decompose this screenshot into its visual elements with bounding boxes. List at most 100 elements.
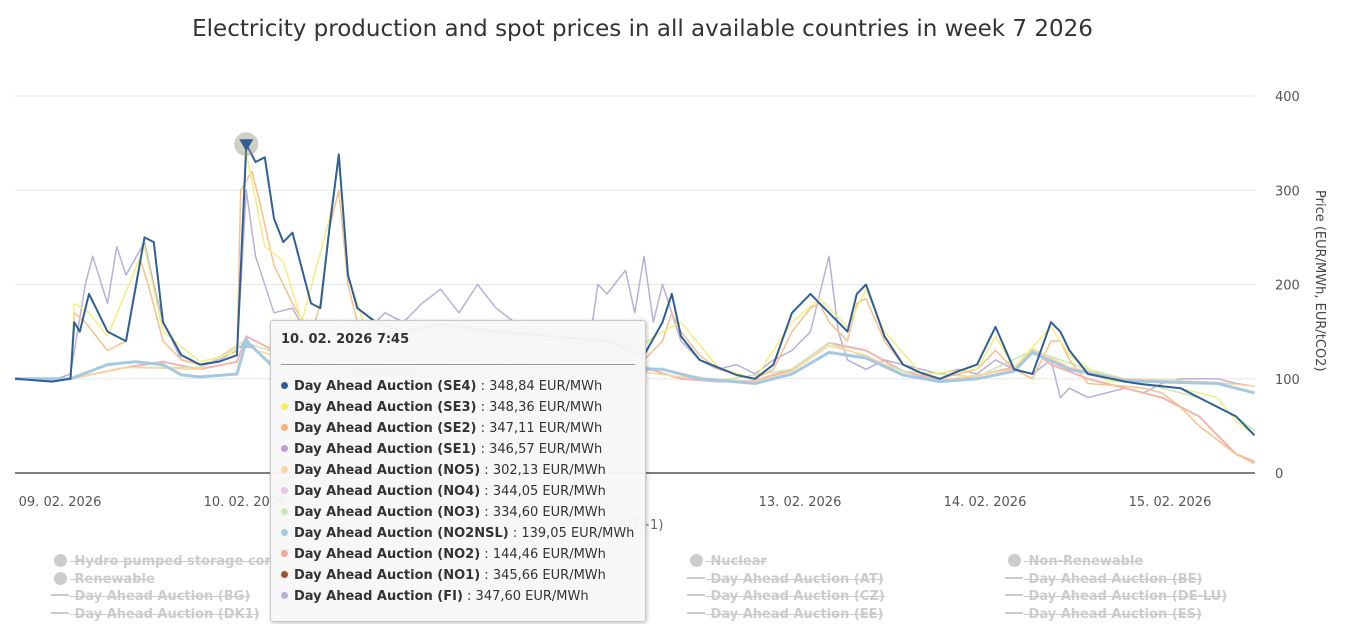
y-tick-label: 200: [1275, 279, 1300, 294]
tooltip-series-value: : 347,60 EUR/MWh: [462, 589, 589, 604]
tooltip-row: Day Ahead Auction (SE2) : 347,11 EUR/MWh: [281, 421, 602, 436]
legend-item[interactable]: Day Ahead Auction (BG): [50, 589, 250, 604]
x-tick-label: 09. 02. 2026: [19, 495, 102, 510]
tooltip-series-value: : 344,05 EUR/MWh: [480, 484, 606, 499]
series-color-dot: [281, 550, 288, 557]
legend-dot-icon: [1004, 554, 1024, 569]
legend-item[interactable]: Day Ahead Auction (AT): [686, 572, 884, 587]
series-line[interactable]: [15, 151, 1255, 436]
y-tick-label: 300: [1275, 184, 1300, 199]
tooltip-row: Day Ahead Auction (NO3) : 334,60 EUR/MWh: [281, 505, 606, 520]
legend-line-icon: [686, 589, 706, 604]
tooltip-row: Day Ahead Auction (SE1) : 346,57 EUR/MWh: [281, 442, 602, 457]
series-color-dot: [281, 508, 288, 515]
legend-item[interactable]: Day Ahead Auction (ES): [1004, 607, 1202, 622]
tooltip-series-name: Day Ahead Auction (NO5): [294, 463, 481, 478]
tooltip-series-name: Day Ahead Auction (NO4): [294, 484, 481, 499]
legend-item[interactable]: Day Ahead Auction (EE): [686, 607, 883, 622]
series-color-dot: [281, 592, 288, 599]
legend-label: Hydro pumped storage cons: [70, 554, 282, 569]
series-color-dot: [281, 571, 288, 578]
y-axis-ticks: 0 100 200 300 400: [1275, 90, 1300, 482]
tooltip-series-value: : 334,60 EUR/MWh: [480, 505, 606, 520]
legend-item[interactable]: Non-Renewable: [1004, 554, 1143, 569]
tooltip-row: Day Ahead Auction (SE4) : 348,84 EUR/MWh: [281, 379, 602, 394]
tooltip-row: Day Ahead Auction (FI) : 347,60 EUR/MWh: [281, 589, 589, 604]
legend-label: Day Ahead Auction (BE): [1024, 571, 1203, 587]
legend-label: Renewable: [70, 571, 155, 587]
series-line[interactable]: [14, 170, 1255, 465]
legend-dot-icon: [50, 571, 70, 587]
legend-line-icon: [686, 572, 706, 587]
legend-line-icon: [686, 607, 706, 622]
tooltip-series-name: Day Ahead Auction (NO2): [294, 547, 481, 562]
series-color-dot: [281, 529, 288, 536]
legend-item[interactable]: Day Ahead Auction (CZ): [686, 589, 885, 604]
hover-marker-no2nsl: [239, 335, 254, 348]
y-tick-label: 100: [1275, 373, 1300, 388]
legend-label: Nuclear: [706, 554, 767, 569]
x-tick-label: 10. 02. 2026: [204, 495, 287, 510]
tooltip-series-name: Day Ahead Auction (SE2): [294, 421, 477, 436]
series-color-dot: [281, 466, 288, 473]
legend-line-icon: [50, 607, 70, 622]
series-color-dot: [281, 487, 288, 494]
series-color-dot: [281, 382, 288, 389]
tooltip-series-value: : 347,11 EUR/MWh: [476, 421, 603, 436]
tooltip-separator: [281, 364, 635, 365]
legend-dot-icon: [50, 554, 70, 569]
hover-markers: [234, 132, 259, 348]
tooltip-series-name: Day Ahead Auction (SE4): [294, 379, 477, 394]
y-tick-label: 400: [1275, 90, 1300, 105]
tooltip-row: Day Ahead Auction (NO2) : 144,46 EUR/MWh: [281, 547, 606, 562]
series-line[interactable]: [14, 143, 1256, 436]
x-tick-label: 13. 02. 2026: [759, 495, 842, 510]
tooltip-series-value: : 348,36 EUR/MWh: [476, 400, 603, 415]
y-tick-label: 0: [1275, 467, 1283, 482]
legend-item[interactable]: Nuclear: [686, 554, 767, 569]
tooltip-series-name: Day Ahead Auction (NO3): [294, 505, 481, 520]
tooltip-series-value: : 346,57 EUR/MWh: [476, 442, 603, 457]
legend-line-icon: [1004, 607, 1024, 622]
x-axis-ticks: 09. 02. 2026 10. 02. 2026 13. 02. 2026 14. …: [19, 495, 1212, 510]
series-color-dot: [281, 445, 288, 452]
legend-label: Day Ahead Auction (ES): [1024, 606, 1202, 622]
tooltip-series-name: Day Ahead Auction (NO1): [294, 568, 481, 583]
legend-item[interactable]: Day Ahead Auction (DE-LU): [1004, 589, 1227, 604]
legend-line-icon: [1004, 589, 1024, 604]
legend-label: Day Ahead Auction (DE-LU): [1024, 589, 1228, 604]
tooltip-series-value: : 139,05 EUR/MWh: [508, 526, 635, 541]
legend-line-icon: [50, 589, 70, 604]
x-tick-label: 14. 02. 2026: [944, 495, 1027, 510]
legend-label: Day Ahead Auction (BG): [70, 589, 251, 604]
series-color-dot: [281, 424, 288, 431]
tooltip-series-name: Day Ahead Auction (FI): [294, 589, 463, 604]
y-axis-label: Price (EUR/MWh, EUR/tCO2): [1312, 190, 1327, 372]
legend-item[interactable]: Day Ahead Auction (DK1): [50, 607, 260, 622]
chart-title: Electricity production and spot prices i…: [192, 16, 1093, 42]
legend-label: Day Ahead Auction (DK1): [70, 606, 260, 622]
tooltip-series-name: Day Ahead Auction (SE1): [294, 442, 477, 457]
x-tick-label: 15. 02. 2026: [1129, 495, 1212, 510]
legend-label: Day Ahead Auction (EE): [706, 606, 884, 622]
tooltip-row: Day Ahead Auction (NO1) : 345,66 EUR/MWh: [281, 568, 606, 583]
tooltip-row: Day Ahead Auction (NO5) : 302,13 EUR/MWh: [281, 463, 606, 478]
legend-item[interactable]: Day Ahead Auction (BE): [1004, 572, 1203, 587]
series-color-dot: [281, 403, 288, 410]
series-line[interactable]: [15, 339, 1255, 395]
legend-label: Day Ahead Auction (CZ): [706, 589, 885, 604]
tooltip-series-value: : 302,13 EUR/MWh: [480, 463, 606, 478]
tooltip-series-value: : 345,66 EUR/MWh: [480, 568, 606, 583]
tooltip-series-name: Day Ahead Auction (NO2NSL): [294, 526, 509, 541]
tooltip-date: 10. 02. 2026 7:45: [281, 332, 410, 347]
tooltip-row: Day Ahead Auction (SE3) : 348,36 EUR/MWh: [281, 400, 602, 415]
tooltip-series-name: Day Ahead Auction (SE3): [294, 400, 477, 415]
tooltip-row: Day Ahead Auction (NO2NSL) : 139,05 EUR/…: [281, 526, 634, 541]
tooltip-series-value: : 348,84 EUR/MWh: [476, 379, 603, 394]
hover-marker-se4: [239, 139, 254, 152]
tooltip-row: Day Ahead Auction (NO4) : 344,05 EUR/MWh: [281, 484, 606, 499]
tooltip-series-value: : 144,46 EUR/MWh: [480, 547, 606, 562]
legend-item[interactable]: Renewable: [50, 571, 155, 587]
legend-item[interactable]: Hydro pumped storage cons: [50, 554, 281, 569]
